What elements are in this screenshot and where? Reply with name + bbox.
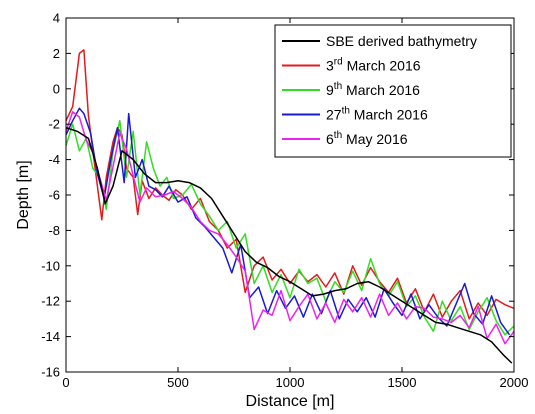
legend-label-sup: th xyxy=(334,130,342,141)
y-tick-label: 0 xyxy=(53,81,60,96)
x-axis-title: Distance [m] xyxy=(246,393,335,410)
y-tick-label: -8 xyxy=(48,223,60,238)
y-tick-label: -10 xyxy=(41,258,60,273)
legend-label-base: 3 xyxy=(326,58,334,74)
y-tick-label: -12 xyxy=(41,294,60,309)
legend-label-sup: th xyxy=(342,106,350,117)
x-tick-label: 1500 xyxy=(388,375,417,390)
legend-label-base: 6 xyxy=(326,131,334,147)
legend-label-base: 27 xyxy=(326,107,342,123)
y-tick-label: -4 xyxy=(48,152,60,167)
legend-label-base: 9 xyxy=(326,82,334,98)
x-tick-label: 0 xyxy=(62,375,69,390)
legend-label-sup: th xyxy=(334,81,342,92)
y-tick-label: -2 xyxy=(48,117,60,132)
legend-label-rest: March 2016 xyxy=(343,58,421,74)
x-tick-label: 2000 xyxy=(500,375,529,390)
x-tick-label: 500 xyxy=(167,375,189,390)
legend-label-sup: rd xyxy=(334,57,343,68)
x-tick-label: 1000 xyxy=(276,375,305,390)
y-tick-label: -6 xyxy=(48,188,60,203)
legend-label-rest: March 2016 xyxy=(350,107,428,123)
y-tick-label: 4 xyxy=(53,11,60,26)
y-tick-label: -14 xyxy=(41,329,60,344)
y-axis-title: Depth [m] xyxy=(15,160,32,229)
legend-label-rest: May 2016 xyxy=(342,131,408,147)
legend-entry: SBE derived bathymetry xyxy=(326,33,477,49)
legend-label-base: SBE derived bathymetry xyxy=(326,33,477,49)
y-tick-label: -16 xyxy=(41,365,60,380)
y-tick-label: 2 xyxy=(53,46,60,61)
legend-label-rest: March 2016 xyxy=(342,82,420,98)
legend-entry: 27th March 2016 xyxy=(326,106,428,123)
